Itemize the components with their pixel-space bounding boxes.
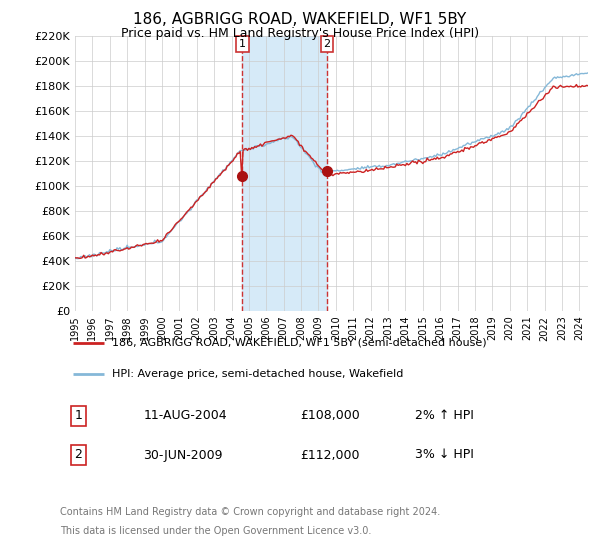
Text: £112,000: £112,000: [300, 449, 359, 461]
Text: 186, AGBRIGG ROAD, WAKEFIELD, WF1 5BY: 186, AGBRIGG ROAD, WAKEFIELD, WF1 5BY: [133, 12, 467, 27]
Text: 1: 1: [239, 39, 246, 49]
Text: Price paid vs. HM Land Registry's House Price Index (HPI): Price paid vs. HM Land Registry's House …: [121, 27, 479, 40]
Text: Contains HM Land Registry data © Crown copyright and database right 2024.: Contains HM Land Registry data © Crown c…: [60, 507, 440, 517]
Text: 3% ↓ HPI: 3% ↓ HPI: [415, 449, 474, 461]
Text: 186, AGBRIGG ROAD, WAKEFIELD, WF1 5BY (semi-detached house): 186, AGBRIGG ROAD, WAKEFIELD, WF1 5BY (s…: [112, 338, 487, 348]
Text: 2: 2: [323, 39, 331, 49]
Text: 2: 2: [74, 449, 82, 461]
Text: This data is licensed under the Open Government Licence v3.0.: This data is licensed under the Open Gov…: [60, 526, 371, 536]
Text: 2% ↑ HPI: 2% ↑ HPI: [415, 409, 474, 422]
Bar: [242, 36, 327, 311]
Text: HPI: Average price, semi-detached house, Wakefield: HPI: Average price, semi-detached house,…: [112, 368, 404, 379]
Text: 11-AUG-2004: 11-AUG-2004: [143, 409, 227, 422]
Text: 30-JUN-2009: 30-JUN-2009: [143, 449, 223, 461]
Text: £108,000: £108,000: [300, 409, 360, 422]
Text: 1: 1: [74, 409, 82, 422]
